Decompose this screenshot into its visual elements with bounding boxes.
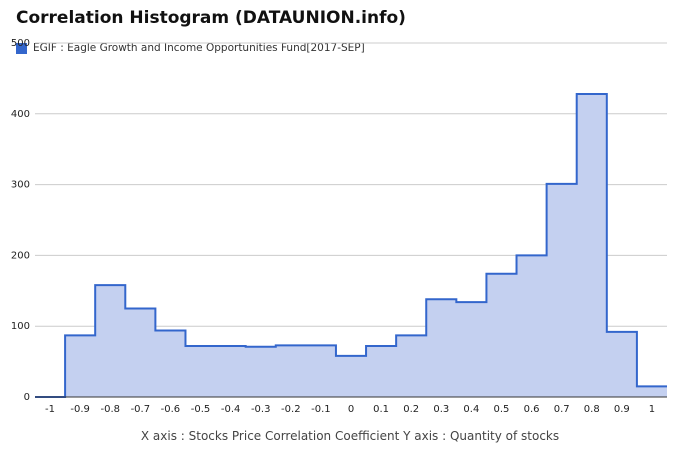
x-tick-label: -1: [45, 404, 55, 415]
histogram-bin: [366, 346, 396, 397]
x-tick-label: -0.5: [191, 404, 211, 415]
histogram-bin: [216, 346, 246, 397]
histogram-bin: [637, 386, 667, 397]
axis-caption: X axis : Stocks Price Correlation Coeffi…: [140, 429, 560, 443]
x-tick-label: -0.9: [70, 404, 90, 415]
x-tick-label: 1: [649, 404, 655, 415]
y-tick-label: 500: [11, 38, 30, 49]
legend-label: EGIF : Eagle Growth and Income Opportuni…: [33, 42, 365, 54]
histogram-bin: [95, 285, 125, 397]
x-tick-label: 0: [348, 404, 354, 415]
histogram-bin: [426, 299, 456, 397]
histogram-bin: [336, 356, 366, 397]
series-line: [35, 92, 667, 398]
y-tick-label: 100: [11, 321, 30, 332]
x-tick-label: -0.8: [100, 404, 120, 415]
chart-title: Correlation Histogram (DATAUNION.info): [16, 8, 406, 28]
histogram-bin: [577, 94, 607, 397]
histogram-bin: [65, 335, 95, 397]
histogram-bin: [456, 302, 486, 397]
histogram-bin: [547, 184, 577, 397]
x-tick-label: -0.7: [131, 404, 151, 415]
x-tick-label: -0.4: [221, 404, 241, 415]
series-layer: [35, 92, 667, 398]
x-tick-label: 0.1: [373, 404, 389, 415]
histogram-bin: [185, 346, 215, 397]
y-tick-label: 0: [24, 392, 30, 403]
histogram-bin: [396, 335, 426, 397]
y-tick-label: 400: [11, 109, 30, 120]
x-tick-label: 0.8: [584, 404, 600, 415]
y-tick-label: 200: [11, 250, 30, 261]
x-tick-label: 0.9: [614, 404, 630, 415]
x-tick-label: 0.7: [554, 404, 570, 415]
histogram-bin: [155, 330, 185, 397]
series-area: [35, 93, 667, 397]
legend[interactable]: EGIF : Eagle Growth and Income Opportuni…: [16, 42, 365, 54]
histogram-bin: [607, 332, 637, 397]
histogram-bin: [246, 347, 276, 397]
x-tick-label: -0.1: [311, 404, 331, 415]
x-tick-label: 0.5: [494, 404, 510, 415]
x-tick-label: -0.2: [281, 404, 301, 415]
x-tick-label: -0.3: [251, 404, 271, 415]
x-tick-label: 0.3: [433, 404, 449, 415]
legend-swatch: [16, 42, 27, 54]
axis-layer: 0 100 200 300 400 500 -1 -0.9 -0.8 -0.7 -0.6 -0.5 -0…: [11, 38, 667, 415]
histogram-bin: [306, 345, 336, 397]
histogram-bin: [517, 255, 547, 397]
histogram-bin: [276, 345, 306, 397]
x-tick-label: 0.4: [463, 404, 479, 415]
histogram-bin: [486, 274, 516, 397]
x-tick-label: 0.2: [403, 404, 419, 415]
y-tick-label: 300: [11, 180, 30, 191]
x-tick-label: -0.6: [161, 404, 181, 415]
x-tick-label: 0.6: [524, 404, 540, 415]
histogram-bin: [125, 309, 155, 398]
